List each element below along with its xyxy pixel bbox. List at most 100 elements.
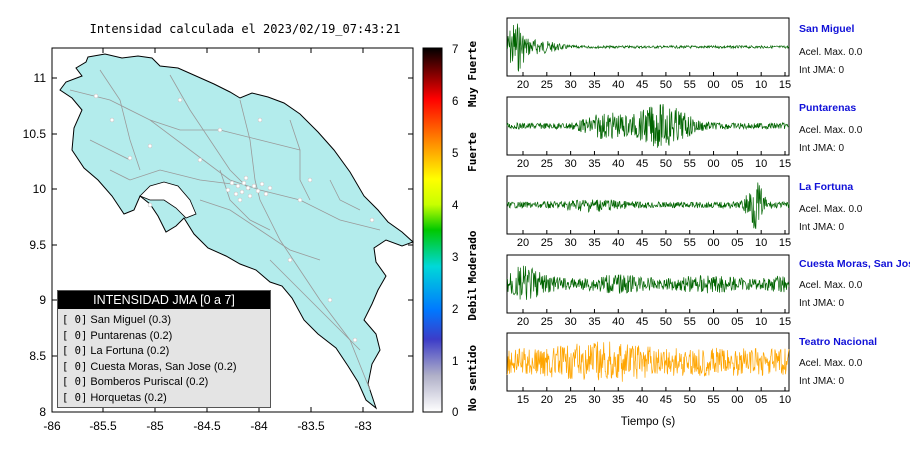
intensity-colorbar — [422, 47, 443, 413]
time-tick-label: 30 — [588, 394, 600, 406]
colorbar-tick: 3 — [452, 252, 458, 264]
time-tick-label: 55 — [684, 79, 696, 91]
station-name-la-fortuna: La Fortuna — [799, 181, 854, 193]
waveform-trace — [506, 341, 790, 382]
time-tick-label: 25 — [541, 158, 553, 170]
station-int: Int JMA: 0 — [799, 65, 845, 76]
time-tick-label: 45 — [636, 158, 648, 170]
time-tick-label: 00 — [707, 237, 719, 249]
colorbar-tick: 1 — [452, 356, 458, 368]
time-tick-label: 10 — [755, 158, 767, 170]
time-tick-label: 35 — [588, 316, 600, 328]
legend-item: [ 0] La Fortuna (0.2) — [62, 345, 170, 358]
lat-tick: 10 — [33, 182, 47, 196]
time-tick-label: 10 — [755, 79, 767, 91]
time-tick-label: 50 — [660, 316, 672, 328]
intensity-legend: INTENSIDAD JMA [0 a 7] [ 0] San Miguel (… — [57, 290, 271, 408]
legend-item: [ 0] San Miguel (0.3) — [62, 314, 172, 326]
time-tick-label: 05 — [731, 316, 743, 328]
legend-item: [ 0] Bomberos Puriscal (0.2) — [62, 376, 209, 389]
colorbar-label: Moderado — [466, 230, 479, 283]
time-tick-label: 05 — [731, 237, 743, 249]
time-tick-label: 40 — [612, 79, 624, 91]
legend-list: [ 0] San Miguel (0.3) [ 0] Puntarenas (0… — [58, 313, 270, 407]
lat-axis: 11 10.5 10 9.5 9 8.5 8 — [23, 71, 413, 419]
lon-tick: -84 — [250, 419, 268, 433]
waveform-trace — [506, 265, 790, 300]
road-network — [69, 69, 381, 391]
station-acel: Acel. Max. 0.0 — [799, 358, 863, 369]
time-tick-label: 50 — [660, 158, 672, 170]
waveform-trace — [506, 104, 790, 148]
lat-tick: 9.5 — [29, 238, 46, 252]
colorbar-label: No sentido — [466, 345, 479, 412]
lat-tick: 11 — [34, 71, 47, 85]
time-tick-label: 50 — [684, 394, 696, 406]
time-tick-label: 55 — [684, 237, 696, 249]
gulf-of-nicoya — [139, 181, 197, 219]
station-int: Int JMA: 0 — [799, 143, 845, 154]
lat-tick: 8 — [39, 405, 46, 419]
station-int: Int JMA: 0 — [799, 376, 845, 387]
costa-rica-landmass — [59, 53, 414, 410]
time-tick-label: 55 — [707, 394, 719, 406]
time-tick-label: 10 — [755, 316, 767, 328]
time-tick-label: 20 — [517, 316, 529, 328]
map-title: Intensidad calculada el 2023/02/19_07:43… — [89, 22, 401, 36]
time-tick-label: 35 — [588, 158, 600, 170]
station-int: Int JMA: 0 — [799, 222, 845, 233]
legend-title: INTENSIDAD JMA [0 a 7] — [58, 291, 270, 309]
time-tick-label: 35 — [588, 237, 600, 249]
colorbar-tick: 4 — [452, 200, 459, 212]
station-name-cuesta-moras: Cuesta Moras, San Jose — [799, 258, 910, 270]
lon-tick: -83 — [354, 419, 372, 433]
legend-item: [ 0] Horquetas (0.2) — [62, 391, 167, 404]
time-tick-label: 40 — [612, 158, 624, 170]
time-tick-label: 55 — [684, 158, 696, 170]
station-acel: Acel. Max. 0.0 — [799, 204, 863, 215]
legend-item: [ 0] Puntarenas (0.2) — [62, 329, 173, 342]
time-tick-label: 30 — [565, 158, 577, 170]
station-name-puntarenas: Puntarenas — [799, 102, 857, 114]
colorbar-tick: 6 — [452, 96, 458, 108]
colorbar-label: Muy Fuerte — [466, 41, 479, 108]
time-tick-label: 20 — [517, 79, 529, 91]
time-tick-label: 15 — [779, 316, 791, 328]
time-tick-label: 00 — [707, 158, 719, 170]
lon-tick: -85.5 — [89, 419, 117, 433]
lat-tick: 8.5 — [29, 349, 46, 363]
lon-axis: -86 -85.5 -85 -84.5 -84 -83.5 -83 — [43, 48, 372, 433]
waveform-trace — [506, 182, 790, 229]
time-tick-label: 35 — [588, 79, 600, 91]
time-tick-label: 20 — [517, 237, 529, 249]
time-tick-label: 40 — [636, 394, 648, 406]
lon-tick: -86 — [43, 419, 61, 433]
waveform-trace — [506, 23, 790, 72]
time-tick-label: 50 — [660, 237, 672, 249]
time-axis-label: Tiempo (s) — [620, 416, 676, 428]
time-tick-label: 45 — [660, 394, 672, 406]
colorbar-ticks: 7 6 5 4 3 2 1 0 — [452, 44, 459, 419]
time-tick-label: 40 — [612, 316, 624, 328]
time-tick-label: 25 — [541, 237, 553, 249]
time-tick-label: 05 — [731, 158, 743, 170]
colorbar-tick: 7 — [452, 44, 458, 56]
colorbar-tick: 2 — [452, 304, 458, 316]
time-tick-label: 05 — [755, 394, 767, 406]
lon-tick: -83.5 — [297, 419, 325, 433]
time-tick-label: 25 — [541, 316, 553, 328]
legend-item: [ 0] Cuesta Moras, San Jose (0.2) — [62, 360, 237, 373]
station-int: Int JMA: 0 — [799, 298, 845, 309]
station-acel: Acel. Max. 0.0 — [799, 280, 863, 291]
time-tick-label: 00 — [731, 394, 743, 406]
time-tick-label: 00 — [707, 79, 719, 91]
time-tick-label: 40 — [612, 237, 624, 249]
station-acel: Acel. Max. 0.0 — [799, 125, 863, 136]
time-tick-label: 55 — [684, 316, 696, 328]
time-tick-label: 15 — [779, 237, 791, 249]
time-tick-label: 15 — [779, 158, 791, 170]
time-tick-label: 10 — [755, 237, 767, 249]
colorbar-label: Fuerte — [466, 132, 479, 172]
waveform-panels: 20 25 30 35 40 45 50 55 00 05 10 15 20 25 30 35 40 45 50 55… — [506, 17, 791, 406]
time-tick-label: 45 — [636, 237, 648, 249]
